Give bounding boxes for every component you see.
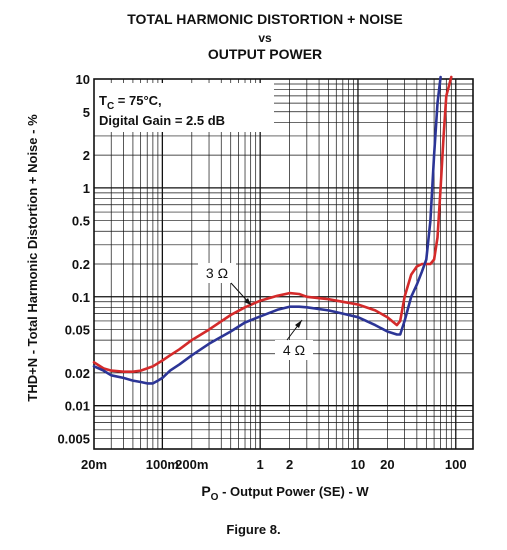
- x-tick-label: 100m: [146, 457, 179, 472]
- series-label-3ohm-arrowhead: [244, 298, 251, 305]
- x-axis-label-subscript: O: [211, 492, 219, 503]
- series-label-3ohm-group: 3 Ω: [198, 263, 252, 306]
- condition-tc-prefix: T: [99, 93, 107, 108]
- y-tick-label: 0.1: [72, 290, 90, 305]
- plot-grid-minor: [94, 79, 473, 449]
- x-tick-label: 10: [351, 457, 365, 472]
- conditions-background: [94, 83, 274, 132]
- figure-caption: Figure 8.: [226, 522, 281, 537]
- chart-title-line-2: vs: [258, 31, 272, 45]
- condition-tc-subscript: C: [107, 101, 114, 112]
- series-label-4ohm-background: [275, 340, 313, 360]
- x-tick-label: 20m: [81, 457, 107, 472]
- y-tick-label: 5: [83, 105, 90, 120]
- series-label-3ohm: 3 Ω: [206, 265, 228, 281]
- y-tick-label: 0.05: [65, 323, 90, 338]
- conditions-line-2: Digital Gain = 2.5 dB: [99, 113, 225, 128]
- condition-tc-value: = 75°C,: [114, 93, 161, 108]
- series-line-3ohm: [92, 75, 453, 374]
- y-tick-label: 0.01: [65, 399, 90, 414]
- y-tick-label: 2: [83, 148, 90, 163]
- plot-frame: [93, 78, 474, 450]
- x-axis-label-prefix: P: [201, 483, 210, 499]
- x-tick-label: 200m: [175, 457, 208, 472]
- x-tick-label: 20: [380, 457, 394, 472]
- conditions-box: TC = 75°C, Digital Gain = 2.5 dB: [94, 83, 274, 132]
- chart-title-line-3: OUTPUT POWER: [208, 46, 322, 62]
- x-axis-label: PO - Output Power (SE) - W: [201, 483, 369, 503]
- y-tick-label: 10: [76, 72, 90, 87]
- series-label-4ohm-arrowhead: [295, 320, 302, 328]
- y-axis-label: THD+N - Total Harmonic Distortion + Nois…: [25, 114, 40, 402]
- x-tick-label: 100: [445, 457, 467, 472]
- y-tick-label: 1: [83, 181, 90, 196]
- x-axis-label-text: - Output Power (SE) - W: [218, 484, 369, 499]
- series-label-3ohm-background: [198, 263, 236, 283]
- y-axis-tick-labels: 10 5 2 1 0.5 0.2 0.1 0.05 0.02 0.01 0.005: [57, 72, 90, 446]
- series-line-4ohm: [92, 75, 442, 385]
- conditions-line-1: TC = 75°C,: [99, 93, 162, 112]
- series-label-4ohm: 4 Ω: [283, 342, 305, 358]
- series-label-4ohm-group: 4 Ω: [275, 319, 313, 360]
- plot-grid-major: [94, 79, 473, 449]
- x-tick-label: 2: [286, 457, 293, 472]
- x-tick-label: 1: [257, 457, 264, 472]
- y-tick-label: 0.005: [57, 431, 90, 446]
- chart-title-line-1: TOTAL HARMONIC DISTORTION + NOISE: [127, 11, 402, 27]
- y-tick-label: 0.5: [72, 214, 90, 229]
- y-tick-label: 0.2: [72, 257, 90, 272]
- series-layer: [92, 75, 453, 385]
- y-tick-label: 0.02: [65, 366, 90, 381]
